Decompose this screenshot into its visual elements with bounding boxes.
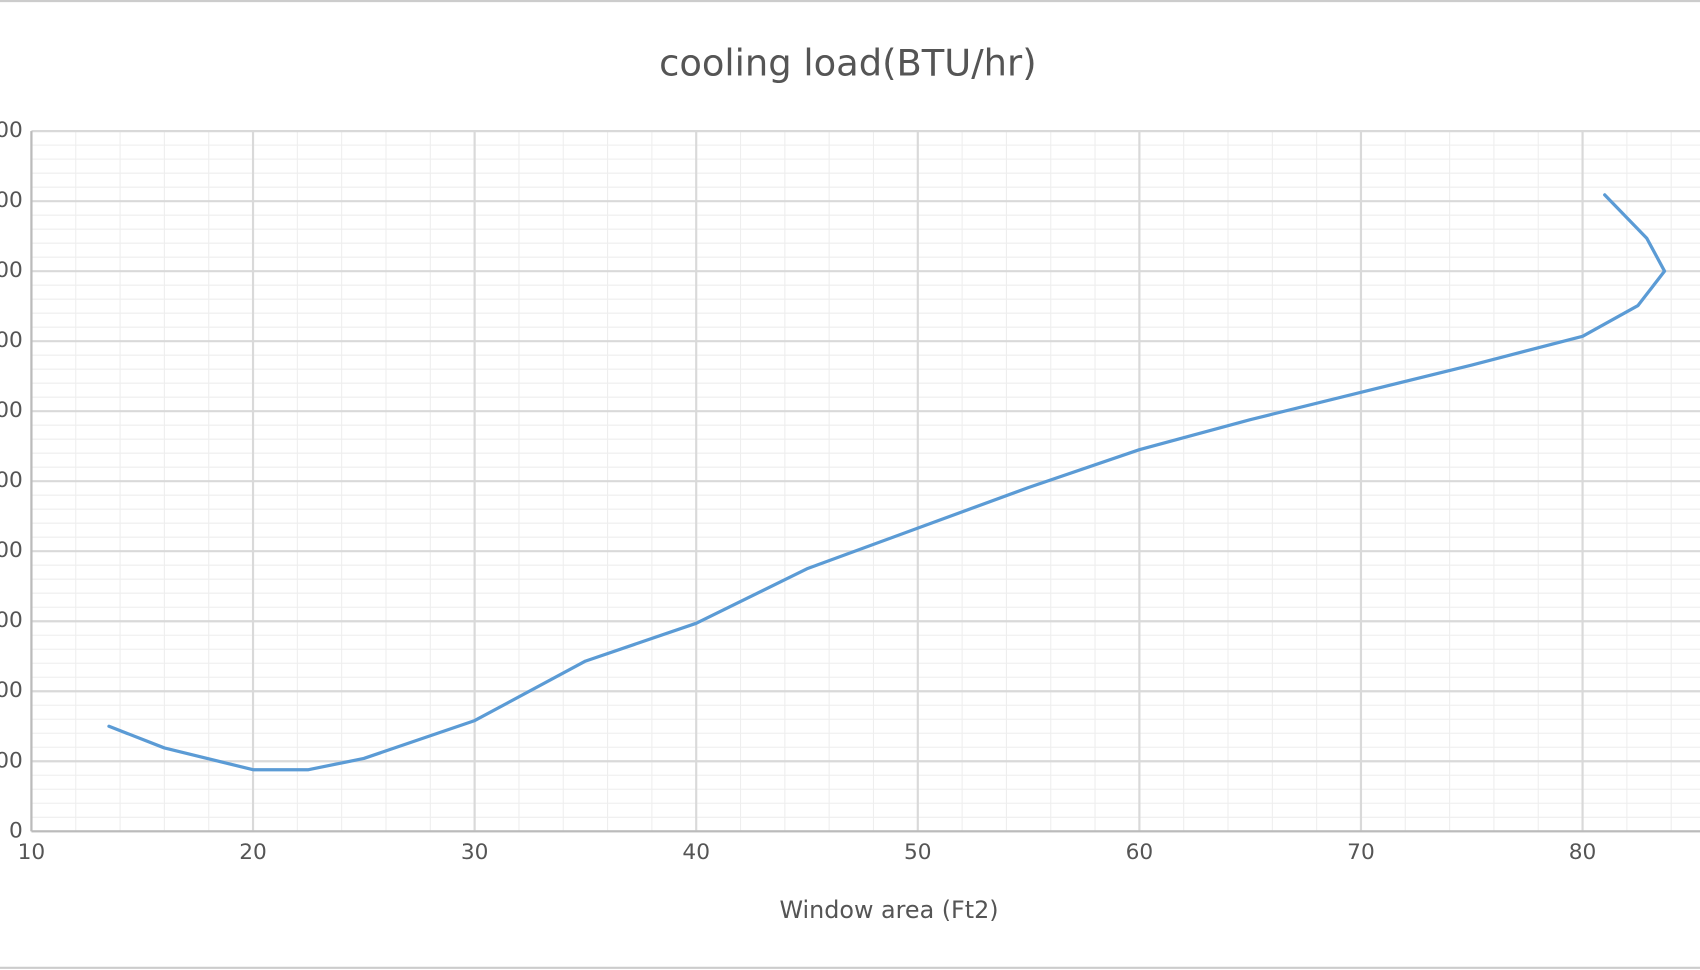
y-tick-label: 00 bbox=[0, 118, 23, 143]
x-tick-label: 10 bbox=[18, 840, 46, 865]
y-tick-label: 00 bbox=[0, 748, 23, 773]
x-tick-label: 60 bbox=[1126, 840, 1154, 865]
y-tick-label: 00 bbox=[0, 398, 23, 423]
y-tick-label: 00 bbox=[0, 538, 23, 563]
x-tick-label: 50 bbox=[904, 840, 932, 865]
data-line bbox=[107, 193, 1667, 772]
y-tick-label: 00 bbox=[0, 258, 23, 283]
chart-title: cooling load(BTU/hr) bbox=[659, 42, 1036, 85]
x-axis-title: Window area (Ft2) bbox=[779, 896, 998, 924]
x-tick-label: 80 bbox=[1569, 840, 1597, 865]
y-tick-label: 0 bbox=[9, 818, 23, 843]
y-tick-label: 00 bbox=[0, 468, 23, 493]
x-tick-label: 30 bbox=[461, 840, 489, 865]
x-tick-label: 20 bbox=[239, 840, 267, 865]
plot bbox=[107, 193, 1667, 772]
y-tick-label: 00 bbox=[0, 188, 23, 213]
y-tick-label: 00 bbox=[0, 678, 23, 703]
y-tick-label: 00 bbox=[0, 608, 23, 633]
y-tick-label: 00 bbox=[0, 328, 23, 353]
x-tick-label: 70 bbox=[1347, 840, 1375, 865]
grid bbox=[30, 130, 1700, 833]
x-tick-label: 40 bbox=[682, 840, 710, 865]
